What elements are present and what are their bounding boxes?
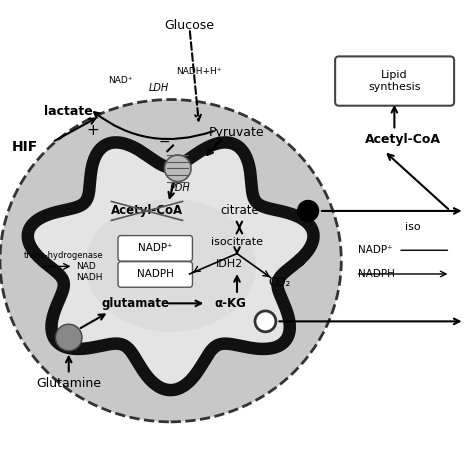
Text: −: − <box>159 135 170 149</box>
Circle shape <box>164 155 191 182</box>
Text: iso: iso <box>405 221 421 232</box>
Text: NADP⁺: NADP⁺ <box>358 245 392 255</box>
Text: HIF: HIF <box>12 140 38 154</box>
Text: NADP⁺: NADP⁺ <box>137 243 173 253</box>
Text: NADH+H⁺: NADH+H⁺ <box>176 67 222 75</box>
Text: α-KG: α-KG <box>214 297 246 310</box>
FancyBboxPatch shape <box>335 56 454 106</box>
Circle shape <box>255 311 276 332</box>
Text: NADH: NADH <box>76 273 102 282</box>
Text: Glutamine: Glutamine <box>36 377 101 391</box>
Text: isocitrate: isocitrate <box>211 237 263 247</box>
Polygon shape <box>28 142 313 390</box>
FancyBboxPatch shape <box>118 236 192 261</box>
Text: glutamate: glutamate <box>101 297 169 310</box>
Text: trans-hydrogenase: trans-hydrogenase <box>24 251 104 259</box>
Text: LDH: LDH <box>149 82 169 93</box>
Text: Lipid
synthesis: Lipid synthesis <box>368 70 420 92</box>
Text: CO₂: CO₂ <box>269 275 291 289</box>
Ellipse shape <box>85 199 256 332</box>
Text: NAD: NAD <box>76 262 96 271</box>
FancyBboxPatch shape <box>118 262 192 287</box>
Ellipse shape <box>0 100 341 422</box>
Text: Pyruvate: Pyruvate <box>209 126 265 139</box>
Text: NADPH: NADPH <box>137 269 173 279</box>
Text: lactate: lactate <box>45 105 93 118</box>
Text: Glucose: Glucose <box>164 19 215 32</box>
Text: PDH: PDH <box>170 183 191 193</box>
Text: citrate: citrate <box>220 204 259 218</box>
Text: +: + <box>86 123 99 138</box>
Text: NADPH: NADPH <box>358 269 395 279</box>
Text: IDH2: IDH2 <box>216 259 244 270</box>
Text: NAD⁺: NAD⁺ <box>109 76 133 85</box>
Circle shape <box>55 324 82 351</box>
Text: Acetyl-CoA: Acetyl-CoA <box>111 204 183 218</box>
Text: Acetyl-CoA: Acetyl-CoA <box>365 133 441 146</box>
Circle shape <box>298 201 319 221</box>
